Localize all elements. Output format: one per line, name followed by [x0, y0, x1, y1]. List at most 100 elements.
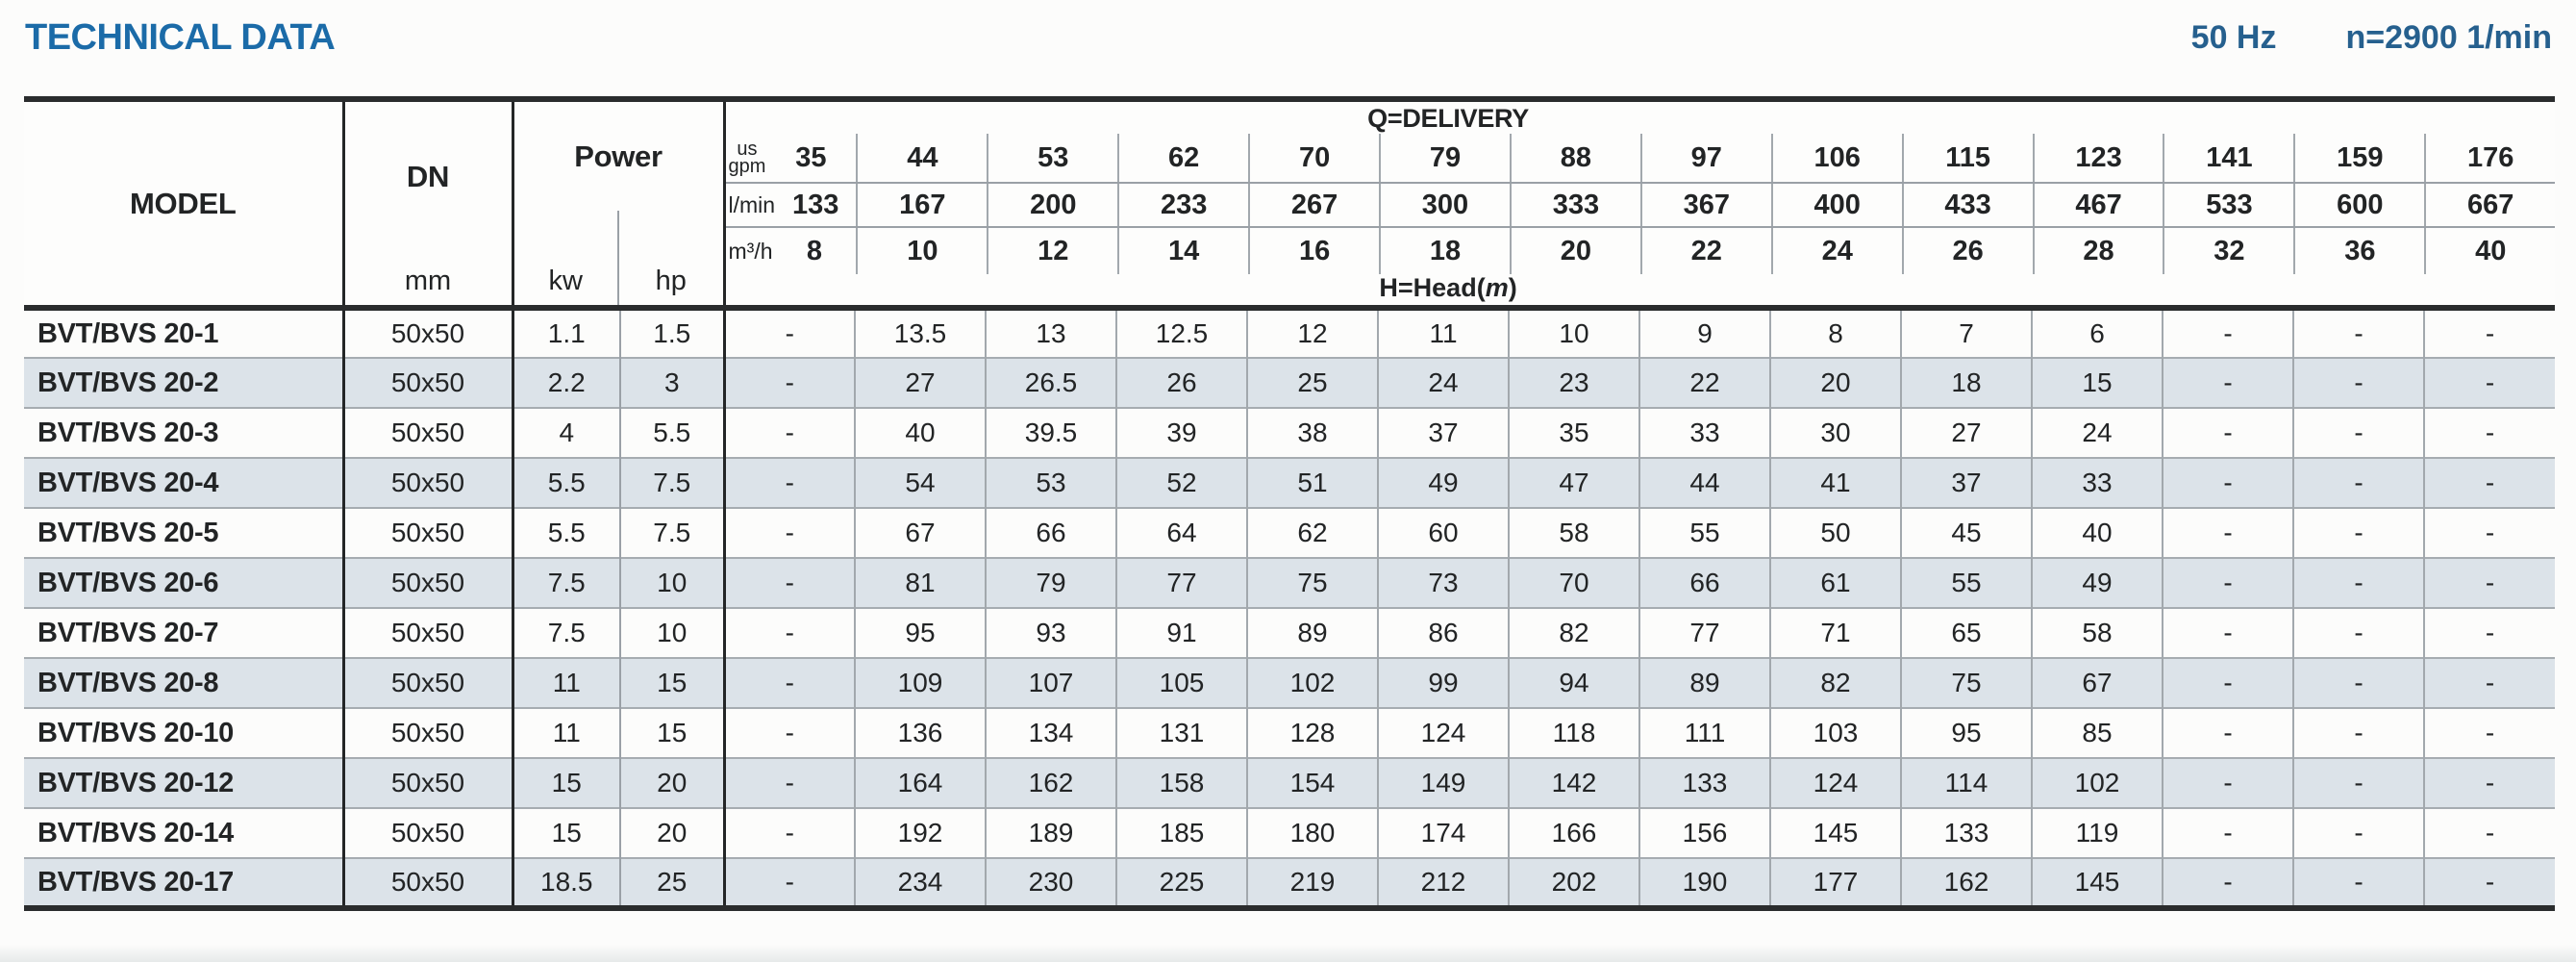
head-value-cell: 66 [986, 507, 1117, 558]
dn-unit-label: mm [404, 266, 452, 296]
model-cell: BVT/BVS 20-8 [24, 657, 345, 708]
head-value-cell: - [2163, 457, 2294, 508]
head-value-cell: 192 [855, 807, 987, 858]
head-value-cell: 13.5 [855, 307, 987, 358]
model-cell: BVT/BVS 20-14 [24, 807, 345, 858]
head-value-cell: 133 [1901, 807, 2033, 858]
flow-value-cell: 333 [1509, 184, 1640, 226]
head-value-cell: 102 [2032, 757, 2163, 808]
head-value-cell: - [724, 657, 856, 708]
flow-value-cell: 53 [987, 134, 1117, 182]
head-value-cell: 15 [2032, 357, 2163, 408]
flow-value-cell: 20 [1509, 228, 1640, 274]
hp-cell: 20 [620, 757, 726, 808]
head-value-cell: 219 [1247, 857, 1379, 908]
head-value-cell: - [2424, 857, 2556, 908]
head-value-cell: 156 [1639, 807, 1771, 858]
kw-cell: 4 [513, 407, 621, 458]
table-row: BVT/BVS 20-1 50x50 1.1 1.5-13.5 13 12.5 12 11 10… [24, 307, 2556, 358]
frequency-label: 50 Hz [2190, 19, 2277, 56]
model-cell: BVT/BVS 20-10 [24, 707, 345, 758]
kw-cell: 1.1 [513, 307, 621, 358]
model-cell: BVT/BVS 20-7 [24, 607, 345, 658]
head-value-cell: 154 [1247, 757, 1379, 808]
head-value-cell: 6 [2032, 307, 2163, 358]
model-cell: BVT/BVS 20-3 [24, 407, 345, 458]
flow-value-cell: 141 [2163, 134, 2293, 182]
table-header-row: MODEL DN mm Power kw hp Q=DELIVERY [24, 99, 2556, 311]
head-value-cell: 190 [1639, 857, 1771, 908]
flow-value-cell: 26 [1901, 228, 2033, 274]
head-value-cell: 39.5 [986, 407, 1117, 458]
head-value-cell: 189 [986, 807, 1117, 858]
model-cell: BVT/BVS 20-17 [24, 857, 345, 908]
flow-row-m3-h: m³/h 8 10 12 14 16 18 20 22 24 26 28 32 36 40 [726, 228, 2556, 274]
model-cell: BVT/BVS 20-12 [24, 757, 345, 808]
dn-cell: 50x50 [343, 407, 514, 458]
head-value-cell: - [2293, 507, 2425, 558]
head-value-cell: - [2424, 757, 2556, 808]
hp-cell: 20 [620, 807, 726, 858]
head-value-cell: 131 [1116, 707, 1248, 758]
head-value-cell: 70 [1509, 557, 1640, 608]
hp-cell: 7.5 [620, 457, 726, 508]
head-value-cell: 55 [1639, 507, 1771, 558]
head-value-cell: 30 [1770, 407, 1902, 458]
head-value-cell: - [2293, 657, 2425, 708]
head-value-cell: 99 [1378, 657, 1510, 708]
head-value-cell: - [2293, 357, 2425, 408]
head-value-cell: 75 [1901, 657, 2033, 708]
flow-value-cell: 36 [2293, 228, 2424, 274]
flow-value-cell: 367 [1639, 184, 1771, 226]
head-value-cell: 67 [855, 507, 987, 558]
table-row: BVT/BVS 20-8 50x50 11 15-109 107 105 102 99 94 89… [24, 657, 2556, 708]
flow-value-cell: us gpm 35 [726, 134, 857, 182]
head-value-cell: 177 [1770, 857, 1902, 908]
dn-cell: 50x50 [343, 557, 514, 608]
head-unit-label: H=Head(m) [1379, 273, 1517, 302]
head-value-cell: - [724, 807, 856, 858]
kw-cell: 18.5 [513, 857, 621, 908]
head-value-cell: - [2163, 357, 2294, 408]
model-column-header: MODEL [24, 99, 345, 311]
head-value-cell: - [2163, 607, 2294, 658]
flow-value-cell: 24 [1770, 228, 1902, 274]
head-value-cell: 33 [1639, 407, 1771, 458]
head-value-cell: 124 [1770, 757, 1902, 808]
head-value-cell: 13 [986, 307, 1117, 358]
page-title: TECHNICAL DATA [25, 17, 336, 58]
table-row: BVT/BVS 20-12 50x50 15 20-164 162 158 154 149 14… [24, 757, 2556, 808]
head-value-cell: 12 [1247, 307, 1379, 358]
table-row: BVT/BVS 20-3 50x50 4 5.5-40 39.5 39 38 37 35 33 30… [24, 407, 2556, 458]
head-value-cell: 149 [1378, 757, 1510, 808]
hp-cell: 25 [620, 857, 726, 908]
dn-cell: 50x50 [343, 807, 514, 858]
head-value-cell: - [2293, 807, 2425, 858]
head-value-cell: 158 [1116, 757, 1248, 808]
head-value-cell: - [2424, 407, 2556, 458]
dn-cell: 50x50 [343, 357, 514, 408]
head-value-cell: 49 [2032, 557, 2163, 608]
head-value-cell: - [2163, 757, 2294, 808]
head-value-cell: 174 [1378, 807, 1510, 858]
flow-value-cell: 667 [2424, 184, 2555, 226]
page-header: TECHNICAL DATA 50 Hz n=2900 1/min [25, 17, 2552, 59]
dn-cell: 50x50 [343, 857, 514, 908]
head-value-cell: 212 [1378, 857, 1510, 908]
head-value-cell: 111 [1639, 707, 1771, 758]
head-value-cell: 119 [2032, 807, 2163, 858]
head-value-cell: 118 [1509, 707, 1640, 758]
head-value-cell: 225 [1116, 857, 1248, 908]
head-value-cell: 86 [1378, 607, 1510, 658]
head-value-cell: 66 [1639, 557, 1771, 608]
flow-value-cell: 97 [1639, 134, 1771, 182]
flow-value-cell: 40 [2424, 228, 2555, 274]
head-value-cell: - [2293, 607, 2425, 658]
head-value-cell: 44 [1639, 457, 1771, 508]
head-value-cell: - [2293, 857, 2425, 908]
head-value-cell: 142 [1509, 757, 1640, 808]
flow-value-cell: l/min 133 [726, 184, 857, 226]
head-value-cell: 40 [2032, 507, 2163, 558]
hp-cell: 5.5 [620, 407, 726, 458]
flow-value-cell: 200 [987, 184, 1117, 226]
